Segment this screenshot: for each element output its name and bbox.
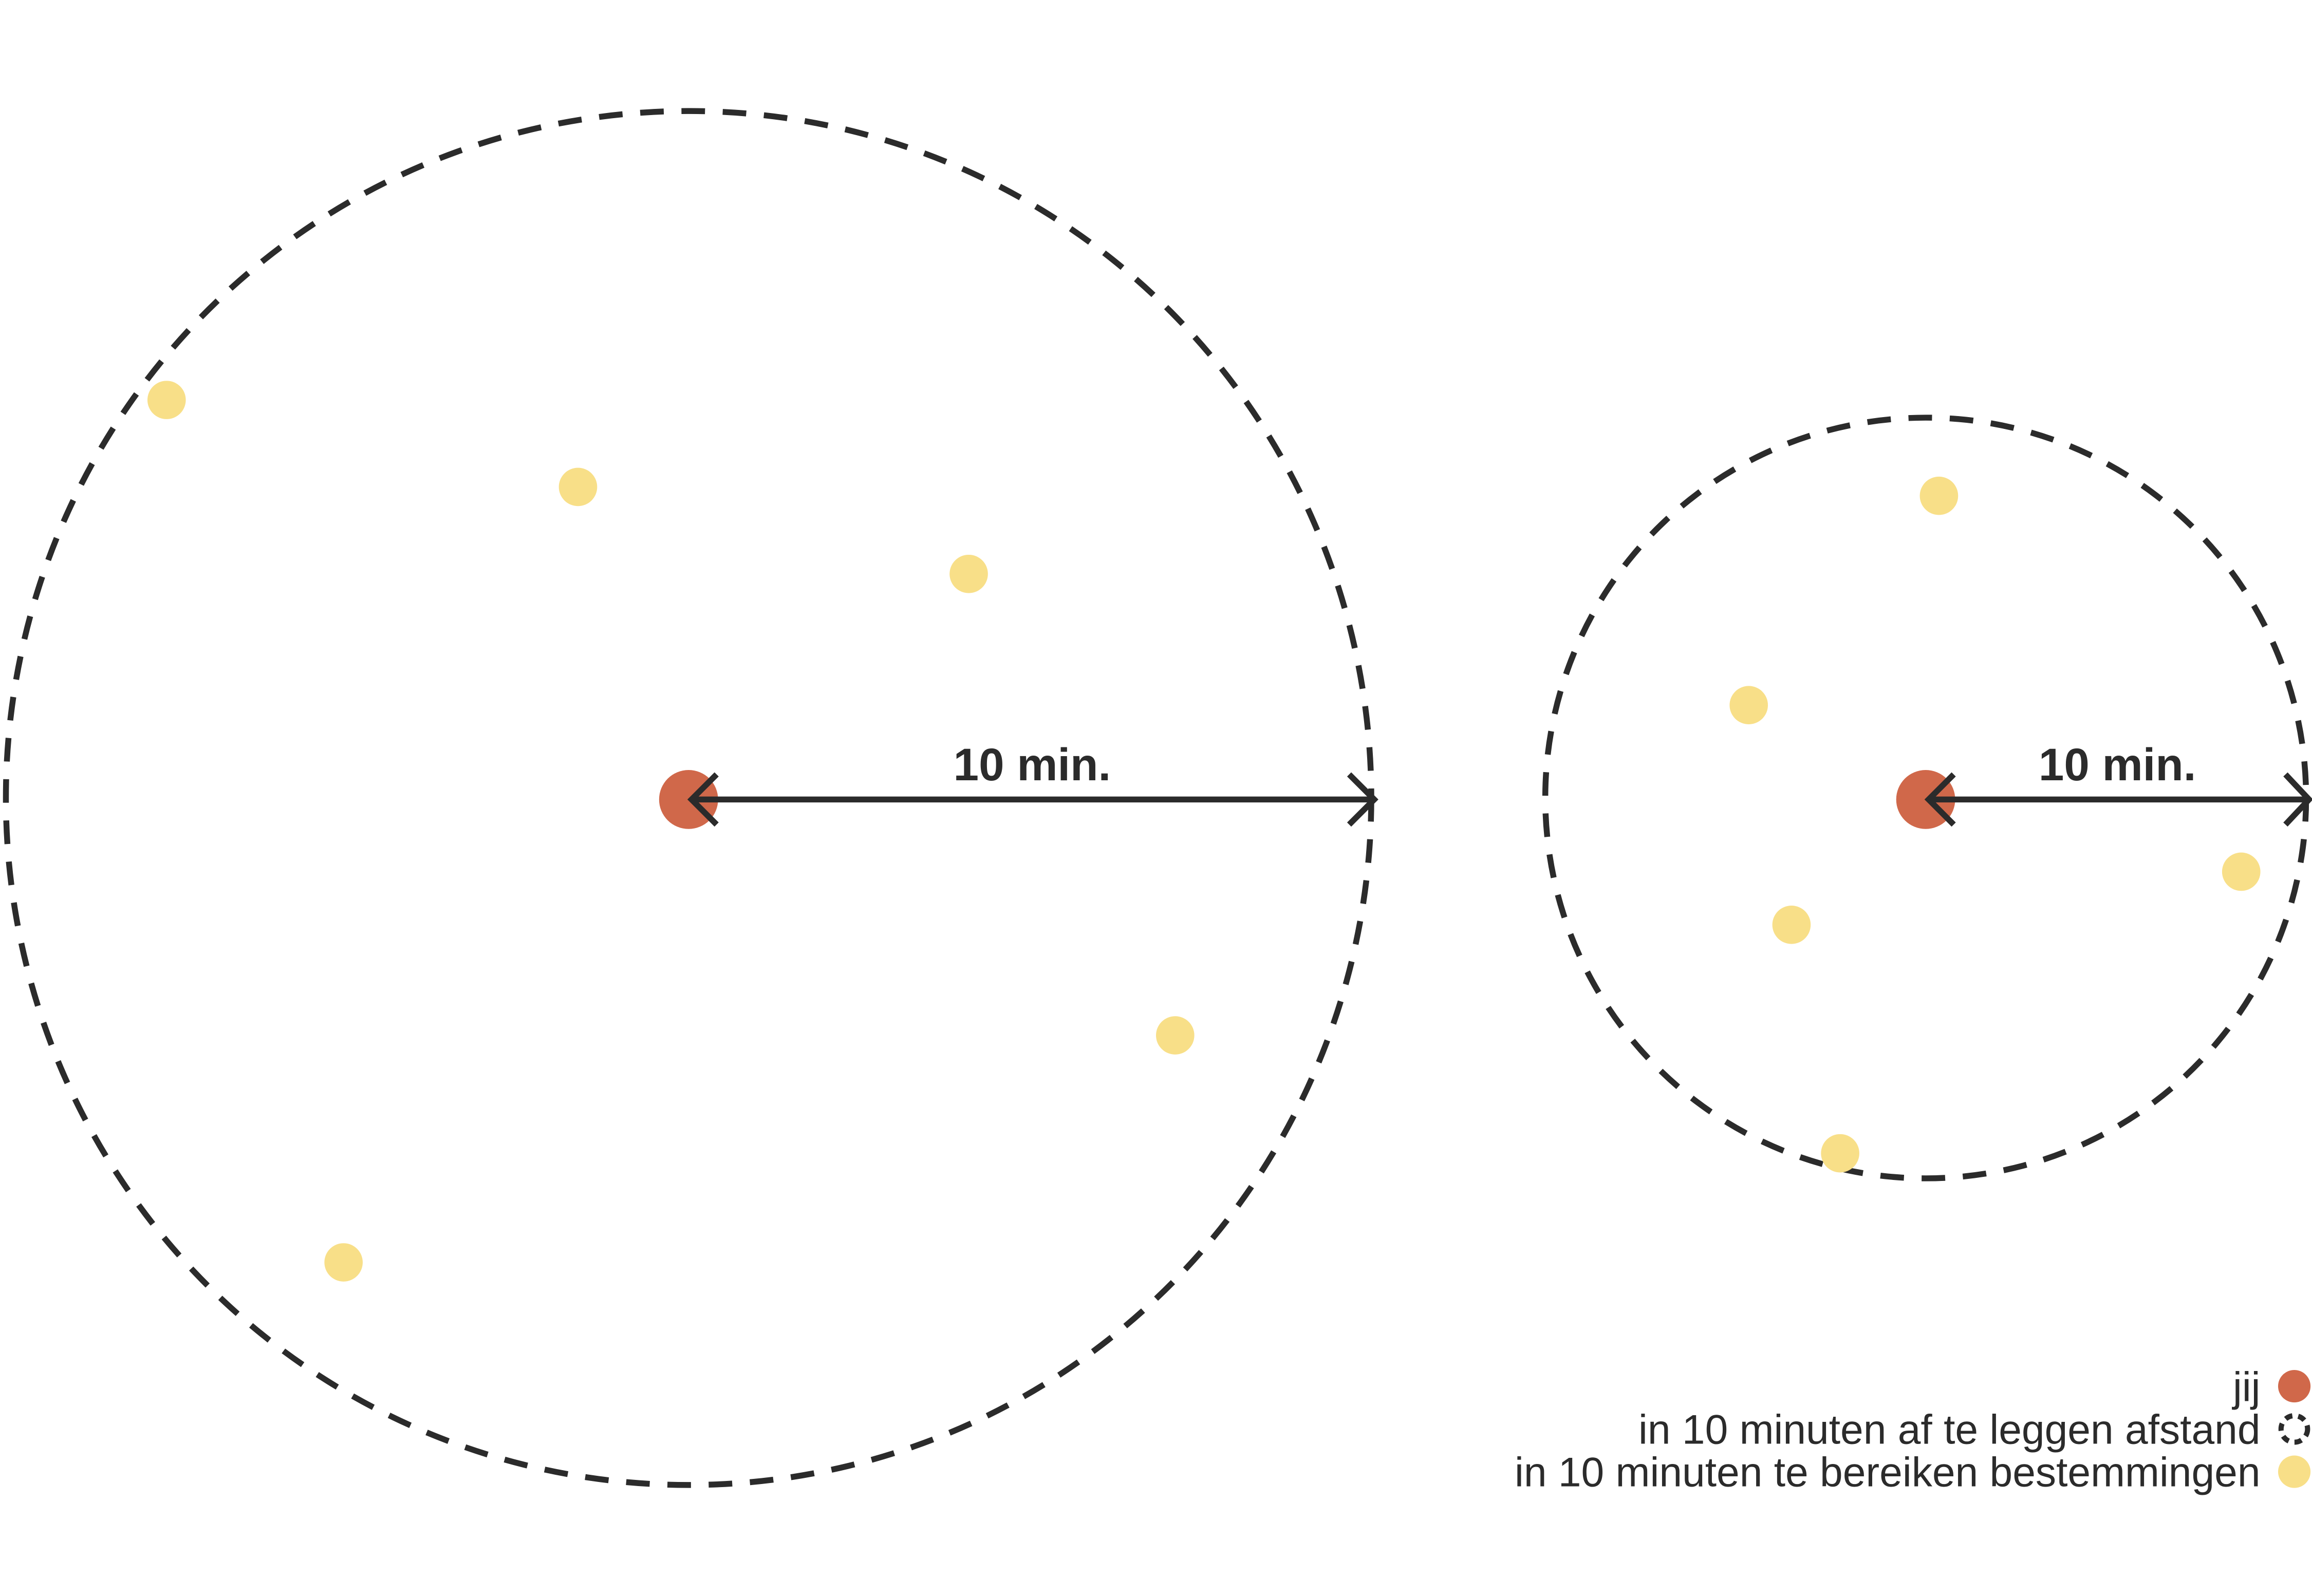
destination xyxy=(147,381,186,419)
legend-label: in 10 minuten af te leggen afstand xyxy=(1638,1407,2261,1453)
legend-icon xyxy=(2278,1413,2310,1445)
destination xyxy=(949,554,988,593)
destination xyxy=(324,1243,363,1282)
destination xyxy=(558,467,598,506)
legend-icon xyxy=(2278,1455,2311,1488)
destination xyxy=(1821,1134,1859,1173)
destination xyxy=(1729,686,1768,725)
legend-icon xyxy=(2278,1370,2311,1403)
destination xyxy=(1772,906,1811,944)
legend-label: in 10 minuten te bereiken bestemmingen xyxy=(1515,1450,2261,1496)
radius-arrow xyxy=(1924,772,2312,827)
radius-arrow xyxy=(687,772,1378,827)
radius-label: 10 min. xyxy=(954,739,1111,790)
legend-label: jij xyxy=(2232,1364,2261,1410)
destination xyxy=(1156,1016,1195,1055)
destination xyxy=(2222,852,2261,891)
destination xyxy=(1919,476,1959,515)
radius-label: 10 min. xyxy=(2039,739,2196,790)
